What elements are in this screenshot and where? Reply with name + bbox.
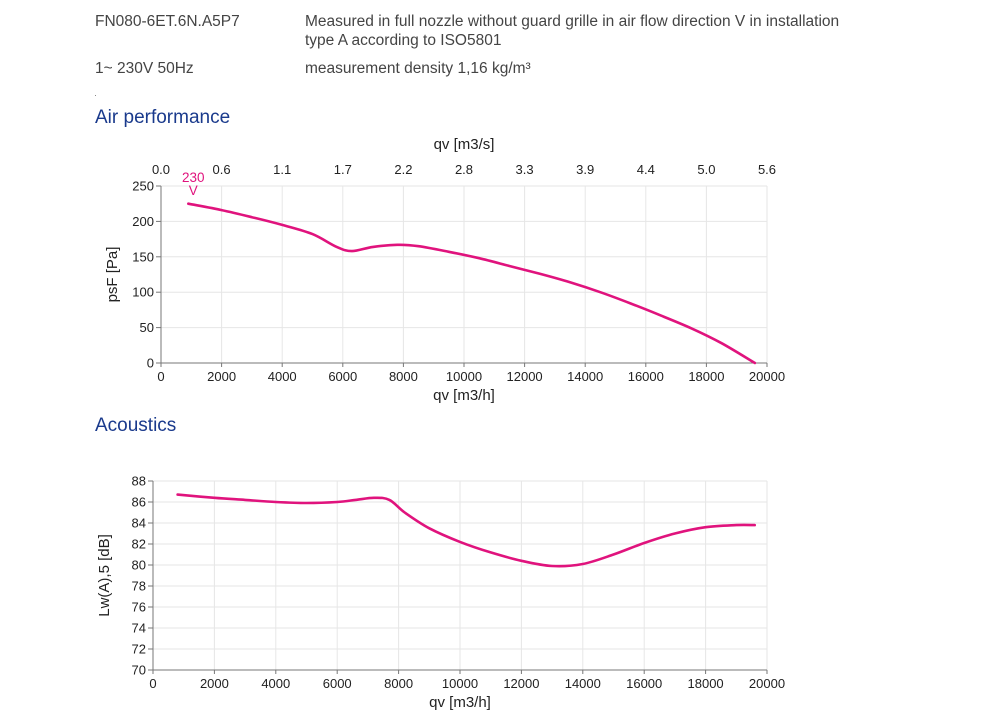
y-tick-label: 72 <box>132 642 146 657</box>
x-tick-label: 12000 <box>507 369 543 384</box>
x-tick-label: 12000 <box>503 676 539 691</box>
y-tick-label: 84 <box>132 516 146 531</box>
y-tick-label: 80 <box>132 558 146 573</box>
x-tick-label: 20000 <box>749 676 785 691</box>
x-tick-label: 16000 <box>628 369 664 384</box>
x2-tick-label: 2.8 <box>455 162 473 177</box>
x-tick-label: 18000 <box>688 676 724 691</box>
x2-tick-label: 2.2 <box>394 162 412 177</box>
y-tick-label: 74 <box>132 621 146 636</box>
x2-tick-label: 0.6 <box>213 162 231 177</box>
x-axis-title: qv [m3/h] <box>433 387 495 404</box>
x-tick-label: 2000 <box>207 369 236 384</box>
x-tick-label: 0 <box>157 369 164 384</box>
x2-tick-label: 1.1 <box>273 162 291 177</box>
y-tick-label: 250 <box>132 179 154 194</box>
y-axis-title: psF [Pa] <box>104 247 121 303</box>
series-curve <box>176 493 756 568</box>
y-tick-label: 100 <box>132 285 154 300</box>
x-tick-label: 4000 <box>261 676 290 691</box>
x2-tick-label: 3.9 <box>576 162 594 177</box>
model-code: FN080-6ET.6N.A5P7 <box>95 13 240 30</box>
separator-dot <box>95 95 96 96</box>
measurement-density: measurement density 1,16 kg/m³ <box>305 60 531 77</box>
x-tick-label: 20000 <box>749 369 785 384</box>
x-tick-label: 6000 <box>323 676 352 691</box>
x-tick-label: 10000 <box>446 369 482 384</box>
x2-tick-label: 1.7 <box>334 162 352 177</box>
y-tick-label: 76 <box>132 600 146 615</box>
series-label-unit: V <box>189 183 198 198</box>
measurement-description-line1: Measured in full nozzle without guard gr… <box>305 13 840 30</box>
series-label-value: 230 <box>182 170 205 185</box>
y-tick-label: 86 <box>132 495 146 510</box>
y-tick-label: 200 <box>132 214 154 229</box>
x-tick-label: 14000 <box>565 676 601 691</box>
x-tick-label: 8000 <box>384 676 413 691</box>
y-tick-label: 88 <box>132 474 146 489</box>
supply-voltage: 1~ 230V 50Hz <box>95 60 194 77</box>
x-axis-title: qv [m3/h] <box>429 694 491 711</box>
x-tick-label: 8000 <box>389 369 418 384</box>
x2-tick-label: 0.0 <box>152 162 170 177</box>
x-tick-label: 14000 <box>567 369 603 384</box>
measurement-description-line2: type A according to ISO5801 <box>305 32 502 49</box>
y-tick-label: 50 <box>140 320 154 335</box>
x-tick-label: 18000 <box>688 369 724 384</box>
x2-tick-label: 5.6 <box>758 162 776 177</box>
y-axis-title: Lw(A),5 [dB] <box>96 534 113 617</box>
y-tick-label: 70 <box>132 663 146 678</box>
y-tick-label: 0 <box>147 356 154 371</box>
acoustics-title: Acoustics <box>95 415 177 436</box>
measurement-description: Measured in full nozzle without guard gr… <box>305 12 945 50</box>
x2-axis-title: qv [m3/s] <box>434 136 495 153</box>
x2-tick-label: 3.3 <box>516 162 534 177</box>
y-tick-label: 78 <box>132 579 146 594</box>
x-tick-label: 2000 <box>200 676 229 691</box>
x-tick-label: 6000 <box>328 369 357 384</box>
x-tick-label: 16000 <box>626 676 662 691</box>
x2-tick-label: 5.0 <box>697 162 715 177</box>
y-tick-label: 82 <box>132 537 146 552</box>
air-performance-title: Air performance <box>95 107 231 128</box>
x-tick-label: 0 <box>149 676 156 691</box>
series-curve <box>187 202 757 365</box>
y-tick-label: 150 <box>132 249 154 264</box>
x-tick-label: 10000 <box>442 676 478 691</box>
x-tick-label: 4000 <box>268 369 297 384</box>
x2-tick-label: 4.4 <box>637 162 655 177</box>
